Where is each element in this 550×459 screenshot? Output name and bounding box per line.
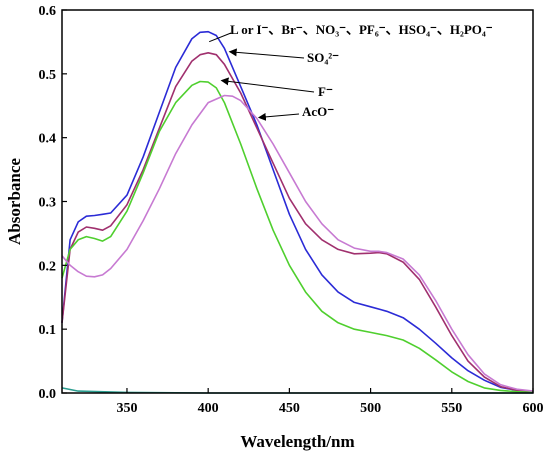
y-tick-label: 0.6 <box>39 4 57 19</box>
series-layer <box>61 30 534 394</box>
annotation-sulfate: SO₄²⁻ <box>307 50 339 65</box>
series-line-5 <box>61 387 533 394</box>
annotation-arrow <box>257 112 300 121</box>
annotations-layer: L or I⁻、Br⁻、NO₃⁻、PF₆⁻、HSO₄⁻、H₂PO₄⁻ SO₄²⁻ F… <box>208 22 493 121</box>
series-line-3 <box>61 80 534 394</box>
x-tick-label: 550 <box>441 401 462 416</box>
x-tick-label: 500 <box>360 401 381 416</box>
y-tick-label: 0.3 <box>39 196 57 211</box>
series-line-2 <box>61 51 534 393</box>
plot-frame <box>61 9 534 394</box>
x-tick-label: 400 <box>198 401 219 416</box>
ticks-layer <box>62 9 534 394</box>
x-tick-label: 450 <box>279 401 300 416</box>
annotation-acetate: AcO⁻ <box>302 104 334 119</box>
y-tick-label: 0.2 <box>39 259 57 274</box>
y-tick-label: 0.1 <box>39 323 57 338</box>
x-axis-title: Wavelength/nm <box>240 432 354 451</box>
x-tick-label: 350 <box>116 401 137 416</box>
annotation-fluoride: F⁻ <box>318 84 333 99</box>
annotation-arrow <box>220 77 315 93</box>
y-axis-title: Absorbance <box>5 158 24 245</box>
y-tick-label: 0.5 <box>39 68 57 83</box>
series-line-4 <box>61 94 534 392</box>
y-tick-label: 0.0 <box>39 387 57 402</box>
y-tick-label: 0.4 <box>39 132 57 147</box>
annotation-pointer <box>208 32 232 43</box>
labels-layer: 350 400 450 500 550 600 0.0 0.1 0.2 0.3 0.4 0.5 0.6 <box>39 4 544 416</box>
x-tick-label: 600 <box>523 401 544 416</box>
series-line-1 <box>61 30 534 393</box>
annotation-ligand-anions: L or I⁻、Br⁻、NO₃⁻、PF₆⁻、HSO₄⁻、H₂PO₄⁻ <box>230 22 493 37</box>
annotation-arrow <box>228 48 305 59</box>
